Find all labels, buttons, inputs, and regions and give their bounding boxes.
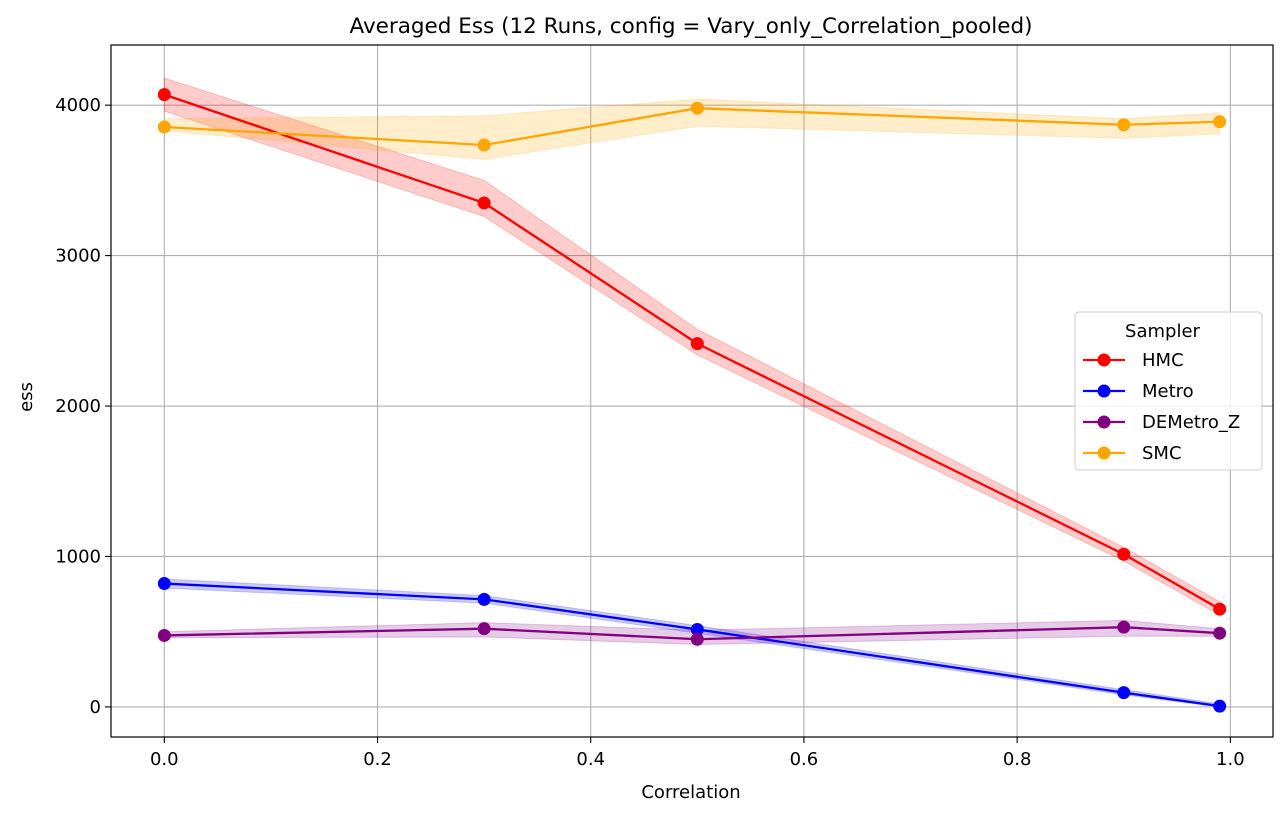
metro-line (164, 582, 1220, 708)
x-axis-ticks: 0.0 0.2 0.4 0.6 0.8 1.0 (150, 737, 1245, 770)
hmc-point (477, 196, 491, 210)
y-tick-label: 2000 (55, 396, 101, 417)
smc-point (1117, 118, 1131, 132)
y-tick-label: 4000 (55, 95, 101, 116)
plot-frame (110, 44, 1274, 738)
metro-point (477, 592, 491, 606)
series-lines (163, 93, 1221, 708)
metro-point (1117, 686, 1131, 700)
y-tick-label: 1000 (55, 546, 101, 567)
y-tick-label: 3000 (55, 246, 101, 267)
legend-marker-metro (1097, 384, 1111, 398)
smc-point (690, 101, 704, 115)
smc-point (157, 120, 171, 134)
legend-marker-smc (1097, 446, 1111, 460)
smc-point (477, 138, 491, 152)
legend-label-hmc: HMC (1142, 350, 1184, 371)
legend-label-metro: Metro (1142, 381, 1194, 402)
y-axis-label: ess (16, 382, 37, 412)
x-tick-label: 1.0 (1216, 749, 1245, 770)
legend-box (1074, 311, 1263, 471)
demetro-z-point (690, 632, 704, 646)
x-tick-label: 0.6 (790, 749, 819, 770)
hmc-point (1117, 547, 1131, 561)
demetro-z-point (157, 628, 171, 642)
legend: Sampler HMC Metro DEMetro_Z SMC (1074, 311, 1263, 471)
x-axis-label: Correlation (641, 782, 740, 803)
legend-marker-hmc (1097, 353, 1111, 367)
series-points (157, 88, 1227, 713)
legend-label-demetro-z: DEMetro_Z (1142, 412, 1240, 433)
legend-title: Sampler (1125, 321, 1200, 342)
y-tick-label: 0 (90, 697, 101, 718)
x-tick-label: 0.2 (363, 749, 392, 770)
demetro-z-point (477, 622, 491, 636)
metro-point (157, 577, 171, 591)
demetro-z-point (1213, 626, 1227, 640)
demetro-z-point (1117, 620, 1131, 634)
legend-label-smc: SMC (1142, 443, 1182, 464)
x-tick-label: 0.0 (150, 749, 179, 770)
hmc-point (157, 88, 171, 102)
legend-marker-demetro-z (1097, 415, 1111, 429)
metro-point (1213, 699, 1227, 713)
smc-band (163, 98, 1221, 160)
chart-title: Averaged Ess (12 Runs, config = Vary_onl… (350, 14, 1033, 39)
y-axis-ticks: 0 1000 2000 3000 4000 (55, 95, 111, 718)
smc-point (1213, 115, 1227, 129)
hmc-point (690, 337, 704, 351)
metro-point (690, 622, 704, 636)
confidence-bands (163, 77, 1221, 708)
x-tick-label: 0.8 (1003, 749, 1032, 770)
x-tick-label: 0.4 (576, 749, 605, 770)
hmc-point (1213, 602, 1227, 616)
